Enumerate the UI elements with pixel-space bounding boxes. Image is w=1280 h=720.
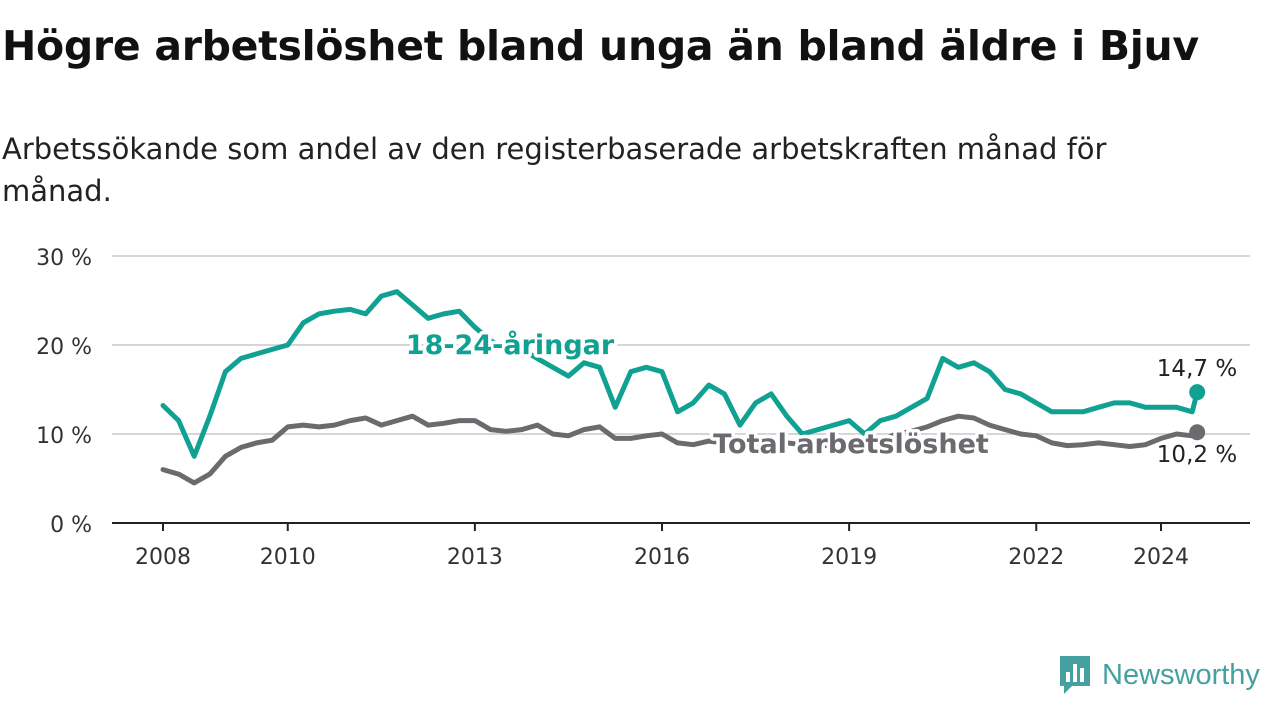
x-tick-label: 2022 — [1008, 545, 1064, 570]
x-tick-label: 2019 — [821, 545, 877, 570]
series-line — [160, 413, 1200, 486]
chart-subtitle: Arbetssökande som andel av den registerb… — [2, 132, 1107, 208]
bar-chart-speech-bubble-icon — [1060, 656, 1090, 694]
end-value-label: 14,7 % — [1157, 356, 1237, 382]
chart-title: Högre arbetslöshet bland unga än bland ä… — [2, 22, 1199, 70]
series-lines — [160, 289, 1206, 486]
x-tick-label: 2013 — [447, 545, 503, 570]
x-axis: 2008 2010 2013 2016 2019 2022 2024 — [112, 522, 1250, 570]
y-tick-label: 0 % — [50, 513, 92, 538]
end-value-label: 10,2 % — [1157, 442, 1237, 468]
y-tick-label: 10 % — [36, 424, 92, 449]
brand-name: Newsworthy — [1102, 658, 1260, 691]
series-labels: 14,7 % 18-24-åringar 10,2 % Total arbetslös… — [402, 326, 1237, 469]
x-tick-label: 2008 — [135, 545, 191, 570]
x-tick-label: 2010 — [260, 545, 316, 570]
series-name-label: 18-24-åringar — [406, 329, 615, 361]
series-line — [160, 289, 1200, 459]
series-end-point — [1189, 424, 1206, 441]
series-name-label: Total arbetslöshet — [713, 429, 989, 460]
y-tick-label: 20 % — [36, 335, 92, 360]
y-tick-label: 30 % — [36, 246, 92, 271]
x-tick-label: 2024 — [1133, 545, 1189, 570]
newsworthy-logo: Newsworthy — [1058, 654, 1260, 696]
series-end-point — [1189, 384, 1206, 401]
x-tick-label: 2016 — [634, 545, 690, 570]
gridlines — [112, 255, 1250, 435]
line-chart: 0 % 10 % 20 % 30 % 2008 2010 2013 2016 2019 2022… — [36, 246, 1250, 570]
y-axis: 0 % 10 % 20 % 30 % — [36, 246, 92, 538]
